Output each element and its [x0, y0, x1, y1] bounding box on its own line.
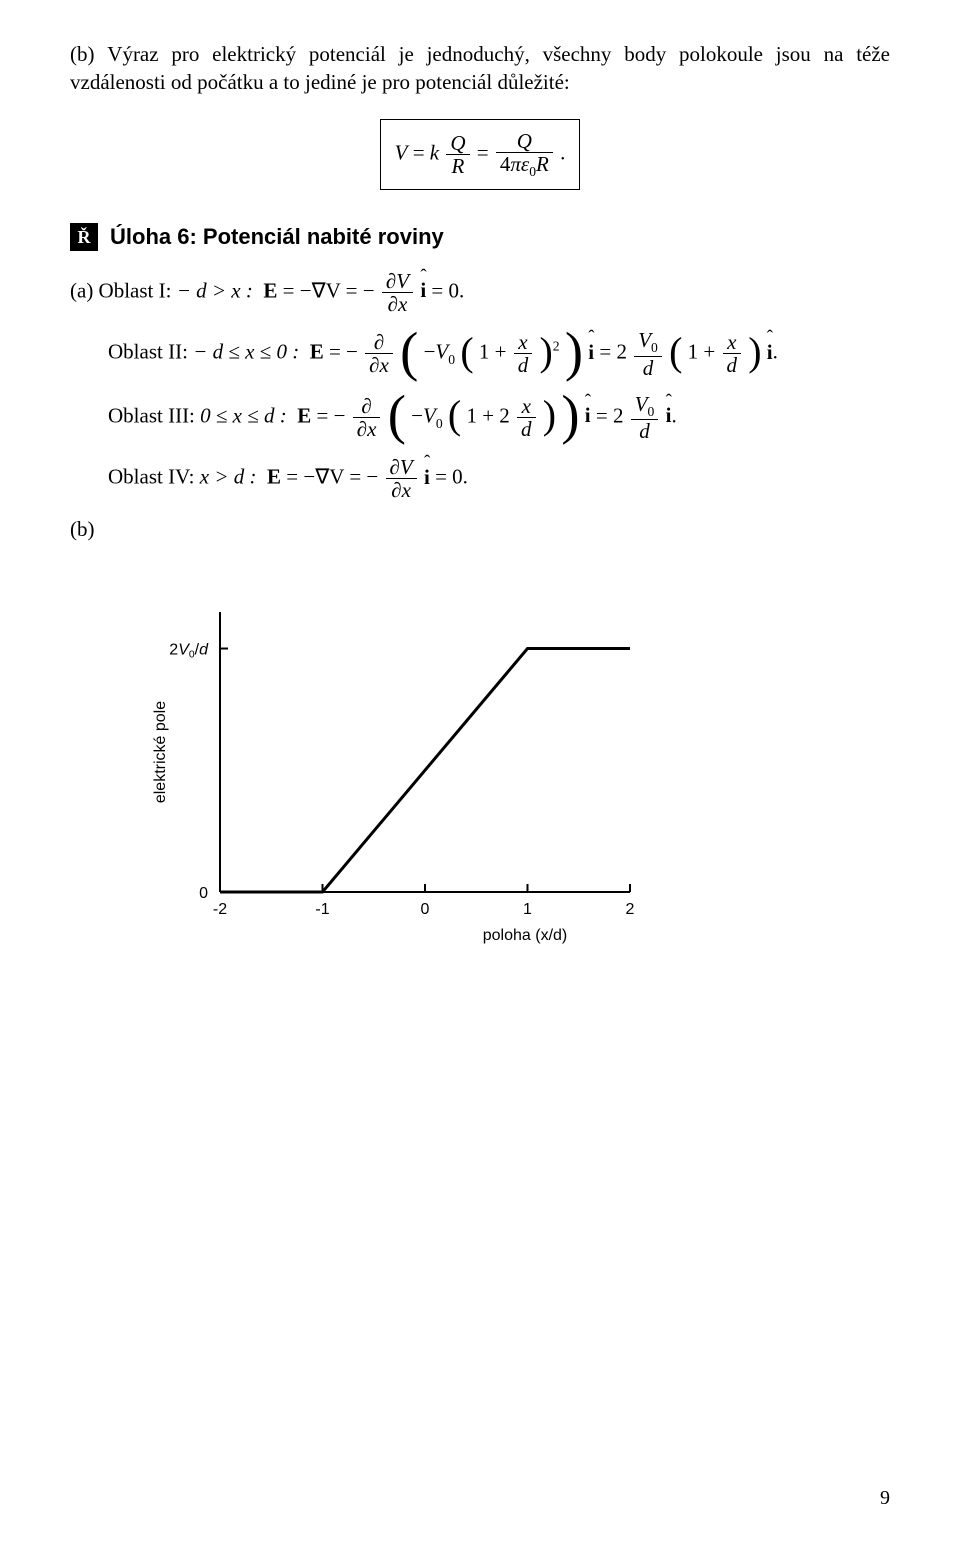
region-ii-label: Oblast II: — [108, 340, 188, 364]
paragraph-b: (b) Výraz pro elektrický potenciál je je… — [70, 40, 890, 97]
region-iii-0a: 0 — [436, 415, 443, 430]
region-i-d2: ∂ — [388, 292, 398, 316]
eq-eps: ε — [521, 152, 529, 176]
eq-4: 4 — [500, 152, 511, 176]
region-ii-dden: d — [518, 353, 529, 377]
region-iii-dd2: d — [639, 419, 650, 443]
region-iii-dden: d — [521, 417, 532, 441]
heading-text: Úloha 6: Potenciál nabité roviny — [110, 222, 444, 252]
region-iii-1p2: 1 + 2 — [466, 403, 509, 427]
region-ii-xnum: x — [518, 330, 527, 354]
region-ii-xbot: x — [380, 353, 389, 377]
svg-text:2: 2 — [626, 901, 635, 918]
region-iii-V0a: V — [423, 403, 436, 427]
eq-Q1: Q — [450, 131, 465, 155]
region-ii-ihat1: i — [588, 338, 594, 366]
eq-R2: R — [536, 152, 549, 176]
region-iii-0b: 0 — [648, 404, 655, 419]
region-iii-V0b: V — [635, 392, 648, 416]
region-ii-1a: 1 — [479, 340, 490, 364]
heading-row: Ř Úloha 6: Potenciál nabité roviny — [70, 222, 890, 252]
region-ii-dden2: d — [727, 353, 738, 377]
region-ii-V0a: V — [435, 340, 448, 364]
boxed-equation-wrap: V = k Q R = Q 4πε0R . — [70, 119, 890, 191]
region-ii-cond: − d ≤ x ≤ 0 : — [193, 340, 299, 364]
region-ii-dd2: d — [643, 356, 654, 380]
r-letter: Ř — [78, 225, 91, 249]
eq-pi: π — [510, 152, 521, 176]
eq-eps0: 0 — [529, 164, 536, 179]
region-i-Vtop: V — [396, 269, 409, 293]
b-label: (b) — [70, 515, 890, 543]
svg-text:0: 0 — [421, 901, 430, 918]
region-ii-xnum2: x — [727, 330, 736, 354]
region-iv-d1: ∂ — [390, 455, 400, 479]
boxed-equation: V = k Q R = Q 4πε0R . — [380, 119, 581, 191]
svg-text:poloha (x/d): poloha (x/d) — [483, 927, 568, 944]
r-icon: Ř — [70, 223, 98, 251]
eq-R1: R — [452, 154, 465, 178]
svg-text:2V0/d: 2V0/d — [169, 641, 209, 660]
eq-k: k — [430, 140, 439, 164]
region-iii-d2: ∂ — [357, 417, 367, 441]
region-ii-0a: 0 — [448, 352, 455, 367]
region-ii-0b: 0 — [651, 340, 658, 355]
region-iv-ihat: i — [424, 463, 430, 491]
region-ii-exp2: 2 — [553, 339, 560, 354]
region-i-d1: ∂ — [386, 269, 396, 293]
region-ii-d1: ∂ — [374, 330, 384, 354]
eq-Q2: Q — [517, 129, 532, 153]
page-number: 9 — [880, 1485, 890, 1512]
region-ii-E: E — [310, 340, 324, 364]
region-iii-2: 2 — [613, 403, 624, 427]
region-iii-ihat1: i — [585, 401, 591, 429]
region-iv-xbot: x — [402, 478, 411, 502]
region-iv-label: Oblast IV: — [108, 465, 195, 489]
region-iii-d1: ∂ — [361, 394, 371, 418]
region-i-xbot: x — [398, 292, 407, 316]
region-iv-gradV: −∇V — [303, 465, 344, 489]
svg-text:elektrické pole: elektrické pole — [152, 700, 169, 802]
svg-text:0: 0 — [199, 885, 208, 902]
region-iii-xbot: x — [367, 417, 376, 441]
region-iv-E: E — [267, 465, 281, 489]
region-iii-xnum: x — [522, 394, 531, 418]
chart-wrap: -2 -1 0 1 2 0 2V0/d poloha (x/d) elektrické pole — [130, 592, 890, 959]
region-iv-d2: ∂ — [391, 478, 401, 502]
efield-chart: -2 -1 0 1 2 0 2V0/d poloha (x/d) elektrické pole — [130, 592, 650, 952]
region-ii-V0b: V — [638, 328, 651, 352]
region-i: (a) Oblast I: − d > x : E = −∇V = − ∂V ∂… — [70, 270, 890, 315]
svg-text:1: 1 — [523, 901, 532, 918]
region-i-zero: 0 — [449, 278, 460, 302]
region-iv-zero: 0 — [452, 465, 463, 489]
region-ii-1b: 1 — [688, 340, 699, 364]
svg-text:-1: -1 — [315, 901, 329, 918]
region-iii-label: Oblast III: — [108, 403, 195, 427]
region-ii-d2: ∂ — [369, 353, 379, 377]
region-i-label: (a) Oblast I: — [70, 278, 171, 302]
region-iii: Oblast III: 0 ≤ x ≤ d : E = − ∂ ∂x ( −V0… — [108, 393, 890, 443]
eq-V: V — [395, 140, 408, 164]
region-iv-cond: x > d : — [200, 465, 257, 489]
region-i-gradV: −∇V — [300, 278, 341, 302]
region-iii-ihat2: i — [666, 401, 672, 429]
region-iv-Vtop: V — [400, 455, 413, 479]
region-i-E: E — [263, 278, 277, 302]
region-iv: Oblast IV: x > d : E = −∇V = − ∂V ∂x i =… — [108, 456, 890, 501]
region-i-ihat: i — [420, 276, 426, 304]
region-iii-E: E — [297, 403, 311, 427]
region-ii: Oblast II: − d ≤ x ≤ 0 : E = − ∂ ∂x ( −V… — [108, 329, 890, 379]
svg-text:-2: -2 — [213, 901, 227, 918]
region-i-cond: − d > x : — [177, 278, 253, 302]
region-ii-ihat2: i — [767, 338, 773, 366]
region-ii-2a: 2 — [616, 340, 627, 364]
region-iii-cond: 0 ≤ x ≤ d : — [200, 403, 287, 427]
